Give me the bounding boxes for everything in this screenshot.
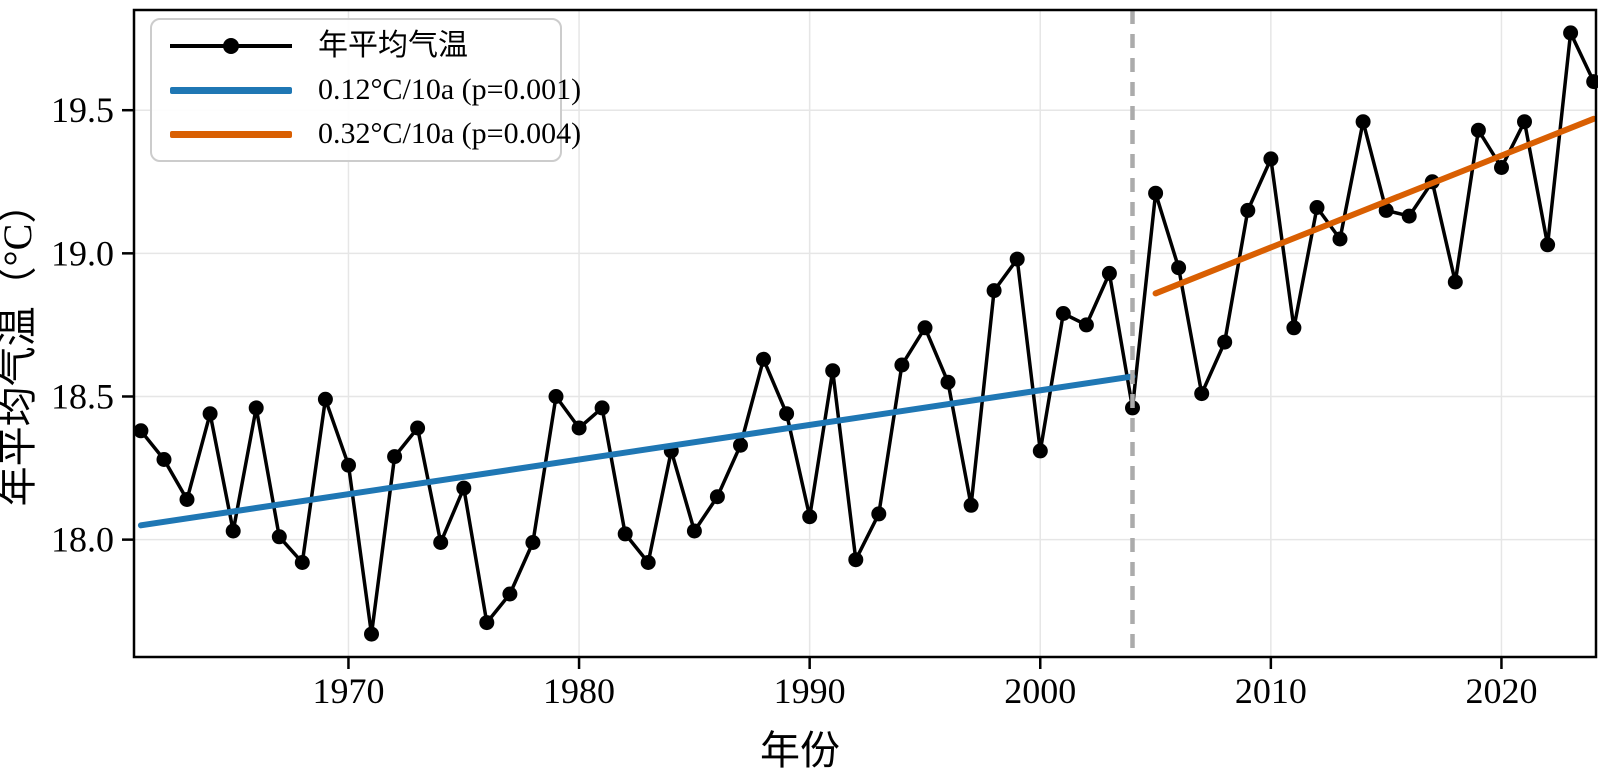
legend-trend2-label: 0.32°C/10a (p=0.004)	[318, 117, 582, 150]
x-tick-label: 1990	[774, 671, 846, 711]
data-point	[456, 480, 472, 496]
x-tick-label: 2010	[1235, 671, 1307, 711]
axes-frame	[132, 8, 1598, 659]
data-point	[963, 497, 979, 513]
legend-row-series: 年平均气温	[152, 24, 560, 68]
data-point	[1494, 160, 1509, 175]
data-point	[410, 420, 426, 436]
y-tick-label: 19.5	[51, 90, 114, 130]
trend2-line-icon	[170, 130, 292, 138]
data-point	[825, 363, 841, 379]
data-point	[317, 391, 333, 407]
series-marker-icon	[223, 38, 239, 54]
data-point	[1032, 443, 1048, 459]
data-point	[686, 523, 702, 539]
data-point	[248, 400, 264, 416]
data-point	[1078, 317, 1094, 333]
data-point	[779, 406, 795, 422]
data-point	[894, 357, 910, 373]
data-point	[479, 615, 495, 631]
data-point	[1055, 306, 1071, 321]
x-axis-label: 年份	[760, 728, 840, 768]
data-point	[640, 555, 656, 570]
data-point	[1101, 265, 1117, 281]
data-point	[1401, 208, 1417, 224]
legend-row-trend1: 0.12°C/10a (p=0.001)	[152, 68, 581, 112]
data-point	[1194, 386, 1210, 402]
legend-trend1-label: 0.12°C/10a (p=0.001)	[318, 73, 582, 106]
data-point	[202, 406, 218, 422]
x-tick-label: 1980	[543, 671, 615, 711]
trend1-swatch-wrap	[170, 82, 292, 98]
data-point	[1240, 202, 1256, 218]
data-point	[525, 535, 541, 550]
data-point	[986, 283, 1002, 299]
data-point	[341, 457, 356, 473]
data-point	[179, 492, 195, 507]
data-point	[1309, 200, 1325, 215]
data-point	[917, 320, 933, 336]
trend-line-1	[137, 373, 1136, 529]
data-point	[1009, 251, 1025, 267]
data-point	[156, 452, 172, 467]
data-point	[387, 449, 403, 465]
x-tick-label: 2020	[1465, 671, 1537, 711]
x-tick-label: 2000	[1004, 671, 1076, 711]
data-point	[1470, 122, 1486, 138]
y-tick-label: 18.0	[51, 520, 114, 560]
data-point	[133, 423, 149, 439]
series-line-marker-swatch	[170, 38, 292, 54]
data-point	[709, 489, 725, 505]
data-point	[1563, 25, 1579, 41]
data-point	[1217, 334, 1233, 350]
data-point	[733, 437, 748, 453]
data-point	[1355, 114, 1371, 130]
y-axis-label: 年平均气温（°C）	[0, 183, 40, 507]
data-point	[502, 586, 518, 602]
data-point	[1378, 202, 1394, 218]
data-point	[1586, 74, 1598, 90]
legend-row-trend2: 0.32°C/10a (p=0.004)	[152, 112, 581, 156]
axis-ticks: 1970 1980 1990 2000 2010 2020 18.0 18.5 19.0 19.5	[51, 90, 1537, 711]
data-point	[271, 529, 287, 545]
data-point	[871, 506, 887, 522]
data-point	[1286, 320, 1302, 336]
data-point	[756, 351, 771, 367]
data-point	[1447, 274, 1463, 290]
data-point	[571, 420, 587, 436]
data-point	[1517, 114, 1532, 130]
series-line	[139, 31, 1596, 636]
data-point	[802, 509, 818, 525]
data-point	[548, 389, 564, 404]
data-point	[1540, 237, 1556, 253]
data-point	[848, 552, 864, 568]
trend-line-2	[1152, 115, 1597, 297]
series-group	[133, 25, 1598, 642]
data-point	[225, 523, 241, 539]
data-point	[594, 400, 610, 416]
x-tick-label: 1970	[312, 671, 384, 711]
data-point	[294, 555, 310, 570]
data-point	[1332, 231, 1348, 247]
y-tick-label: 18.5	[51, 376, 114, 416]
trend1-line-icon	[170, 86, 292, 94]
data-point	[617, 526, 633, 542]
legend-series-label: 年平均气温	[318, 29, 468, 62]
y-tick-label: 19.0	[51, 233, 114, 273]
data-point	[433, 535, 449, 550]
data-point	[364, 626, 379, 642]
data-point	[940, 374, 956, 390]
legend: 年平均气温 0.12°C/10a (p=0.001) 0.32°C/10a (p…	[150, 18, 581, 162]
data-point	[1171, 260, 1187, 276]
data-point	[1263, 151, 1279, 167]
trend2-swatch-wrap	[170, 126, 292, 142]
data-point	[1148, 185, 1164, 201]
